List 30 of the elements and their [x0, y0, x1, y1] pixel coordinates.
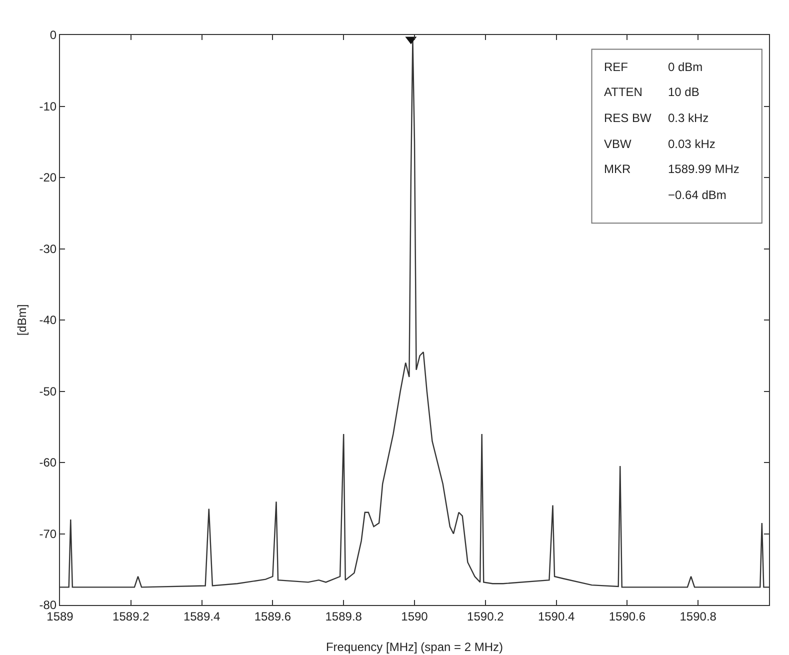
annotation: 0.03 kHz [668, 137, 716, 151]
annotation: 1589.99 MHz [668, 162, 740, 176]
x-tick-label: 1589.2 [112, 609, 150, 624]
y-axis-title: [dBm] [15, 304, 29, 336]
y-tick-label: -70 [39, 526, 57, 541]
y-tick-label: 0 [50, 28, 57, 42]
annotation: ATTEN [604, 85, 642, 99]
y-tick-label: -60 [39, 456, 57, 470]
x-tick-label: 1590.2 [467, 609, 504, 624]
x-tick-label: 1589.6 [254, 609, 292, 624]
annotation: VBW [604, 137, 632, 151]
x-tick-label: 1589.8 [325, 609, 362, 624]
y-tick-label: -10 [39, 99, 57, 114]
y-tick-label: -50 [39, 384, 57, 398]
annotation: 10 dB [668, 85, 700, 99]
annotation: 0 dBm [668, 60, 703, 74]
annotation: MKR [604, 162, 631, 176]
x-tick-label: 1590 [401, 609, 428, 624]
annotation: RES BW [604, 111, 652, 125]
annotation: 0.3 kHz [668, 111, 709, 125]
x-tick-label: 1590.8 [680, 609, 717, 624]
y-tick-label: -20 [39, 170, 57, 185]
x-tick-label: 1590.4 [538, 609, 575, 624]
x-tick-label: 1589.4 [183, 609, 220, 624]
y-tick-label: -40 [39, 313, 57, 328]
annotation: −0.64 dBm [668, 188, 726, 202]
x-axis-title: Frequency [MHz] (span = 2 MHz) [326, 640, 504, 654]
annotation: REF [604, 60, 628, 74]
y-tick-label: -30 [39, 242, 57, 256]
x-tick-label: 1590.6 [608, 609, 646, 624]
